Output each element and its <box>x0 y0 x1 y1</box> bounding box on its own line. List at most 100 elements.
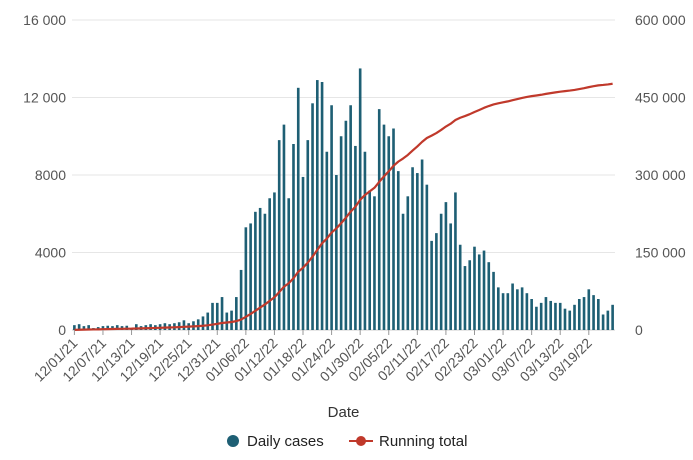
bar <box>296 87 300 330</box>
bar <box>549 300 553 330</box>
bar <box>368 190 372 330</box>
bar <box>587 289 591 330</box>
bar <box>306 140 310 330</box>
bar <box>320 82 324 330</box>
bar <box>516 289 519 330</box>
bar <box>416 173 419 330</box>
bar <box>215 302 219 330</box>
bar <box>482 250 486 330</box>
x-axis-ticks: 12/01/2112/07/2112/13/2112/19/2112/25/21… <box>31 330 595 385</box>
bar <box>258 207 262 330</box>
bar <box>339 136 343 330</box>
bar <box>330 105 333 330</box>
running-total-line <box>74 82 613 331</box>
bar <box>211 302 214 330</box>
bar <box>220 297 224 330</box>
left-tick-label: 12 000 <box>23 90 66 106</box>
bar <box>106 325 110 330</box>
left-tick-label: 8000 <box>35 167 66 183</box>
bar <box>263 213 267 330</box>
bar <box>73 325 76 330</box>
bar <box>406 196 410 330</box>
bar <box>282 124 286 330</box>
bar <box>468 260 472 330</box>
bar <box>244 227 248 330</box>
bar <box>230 310 233 330</box>
left-axis-ticks: 0 4000 8000 12 000 16 000 <box>23 12 66 338</box>
bar <box>606 310 610 330</box>
bar <box>373 196 376 330</box>
right-tick-label: 450 000 <box>635 90 686 106</box>
bar <box>439 213 443 330</box>
bar <box>435 233 438 330</box>
bar <box>301 176 305 330</box>
bar <box>277 140 281 330</box>
bar <box>354 145 357 330</box>
bar <box>206 312 210 330</box>
bar <box>444 202 448 330</box>
running-total-line-group <box>74 82 613 331</box>
bar <box>496 287 500 330</box>
bar <box>239 269 243 330</box>
bar <box>335 175 338 330</box>
right-tick-label: 0 <box>635 322 643 338</box>
bar <box>382 124 386 330</box>
legend-running-total-label: Running total <box>379 433 467 450</box>
bar <box>597 299 600 330</box>
bar <box>568 310 572 330</box>
bar <box>182 320 186 330</box>
bar <box>225 312 229 330</box>
bar <box>392 128 395 330</box>
right-axis-ticks: 0 150 000 300 000 450 000 600 000 <box>635 12 686 338</box>
bar <box>268 198 271 330</box>
bar <box>492 271 495 330</box>
right-tick-label: 600 000 <box>635 12 686 28</box>
legend-running-total-dot-swatch <box>356 436 366 446</box>
bar <box>530 299 533 330</box>
bar <box>573 304 576 330</box>
bar <box>544 297 548 330</box>
right-tick-label: 150 000 <box>635 245 686 261</box>
bar <box>363 151 367 330</box>
bar <box>535 306 538 330</box>
bar <box>311 103 314 330</box>
bar <box>344 120 348 330</box>
left-tick-label: 4000 <box>35 245 66 261</box>
bar <box>539 302 543 330</box>
bar <box>582 297 586 330</box>
bar <box>411 167 414 330</box>
bar <box>101 326 105 330</box>
bar <box>563 308 567 330</box>
bar <box>254 211 257 330</box>
bar <box>349 105 352 330</box>
bar <box>235 297 238 330</box>
bar <box>287 198 291 330</box>
left-tick-label: 0 <box>58 322 66 338</box>
bar <box>77 324 81 330</box>
bar <box>401 213 405 330</box>
bar <box>325 151 329 330</box>
left-tick-label: 16 000 <box>23 12 66 28</box>
bar <box>425 184 429 330</box>
bar <box>558 302 562 330</box>
bar <box>525 293 529 330</box>
bar <box>87 325 90 330</box>
bar <box>449 223 452 330</box>
bar <box>430 240 433 330</box>
bar <box>473 246 476 330</box>
bar <box>458 244 462 330</box>
bar <box>487 262 491 330</box>
bar <box>506 293 510 330</box>
bar <box>601 314 605 330</box>
bar <box>511 283 514 330</box>
legend-daily-cases-label: Daily cases <box>247 433 324 450</box>
bar <box>292 144 295 330</box>
legend-daily-cases-swatch <box>227 435 239 447</box>
bar <box>396 171 400 330</box>
bar <box>463 266 467 330</box>
bar <box>315 80 319 330</box>
bar <box>592 295 595 330</box>
bar <box>501 293 505 330</box>
